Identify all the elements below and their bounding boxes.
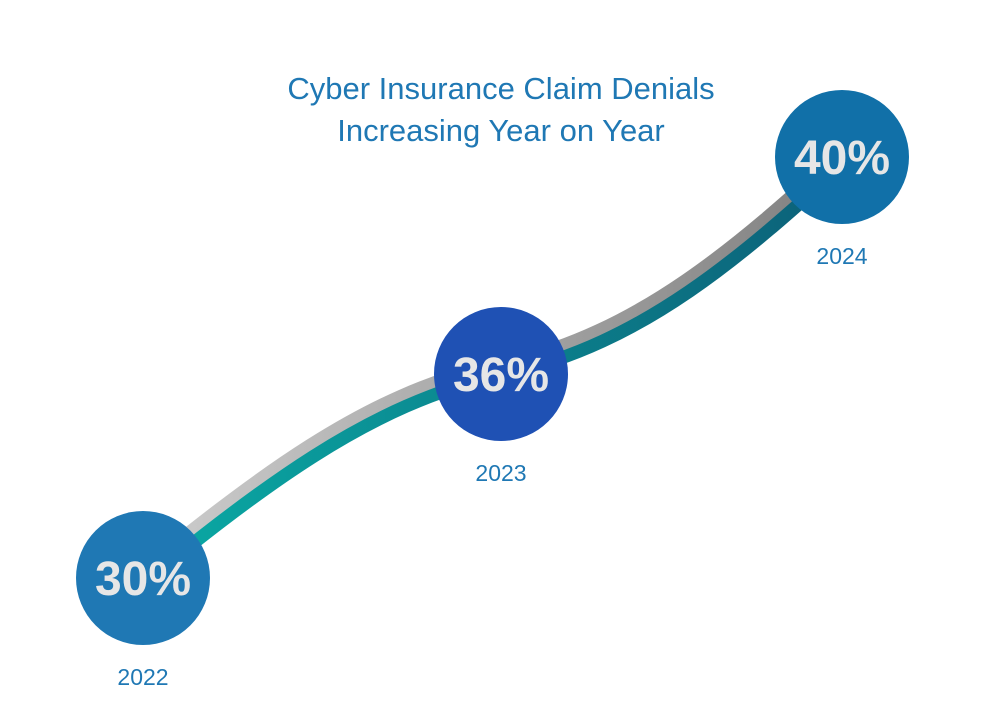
data-point-circle-2024	[775, 90, 909, 224]
data-label-2024: 40%	[794, 132, 890, 185]
chart-title-line-1: Cyber Insurance Claim Denials	[287, 71, 715, 106]
data-label-2023: 36%	[453, 349, 549, 402]
data-point-circle-2023	[434, 307, 568, 441]
chart-title-line-2: Increasing Year on Year	[337, 113, 665, 148]
year-label-2022: 2022	[117, 664, 168, 690]
year-label-2024: 2024	[816, 243, 867, 269]
chart-title: Cyber Insurance Claim Denials Increasing…	[0, 68, 1002, 152]
data-point-circle-2022	[76, 511, 210, 645]
year-label-2023: 2023	[475, 460, 526, 486]
data-label-2022: 30%	[95, 553, 191, 606]
